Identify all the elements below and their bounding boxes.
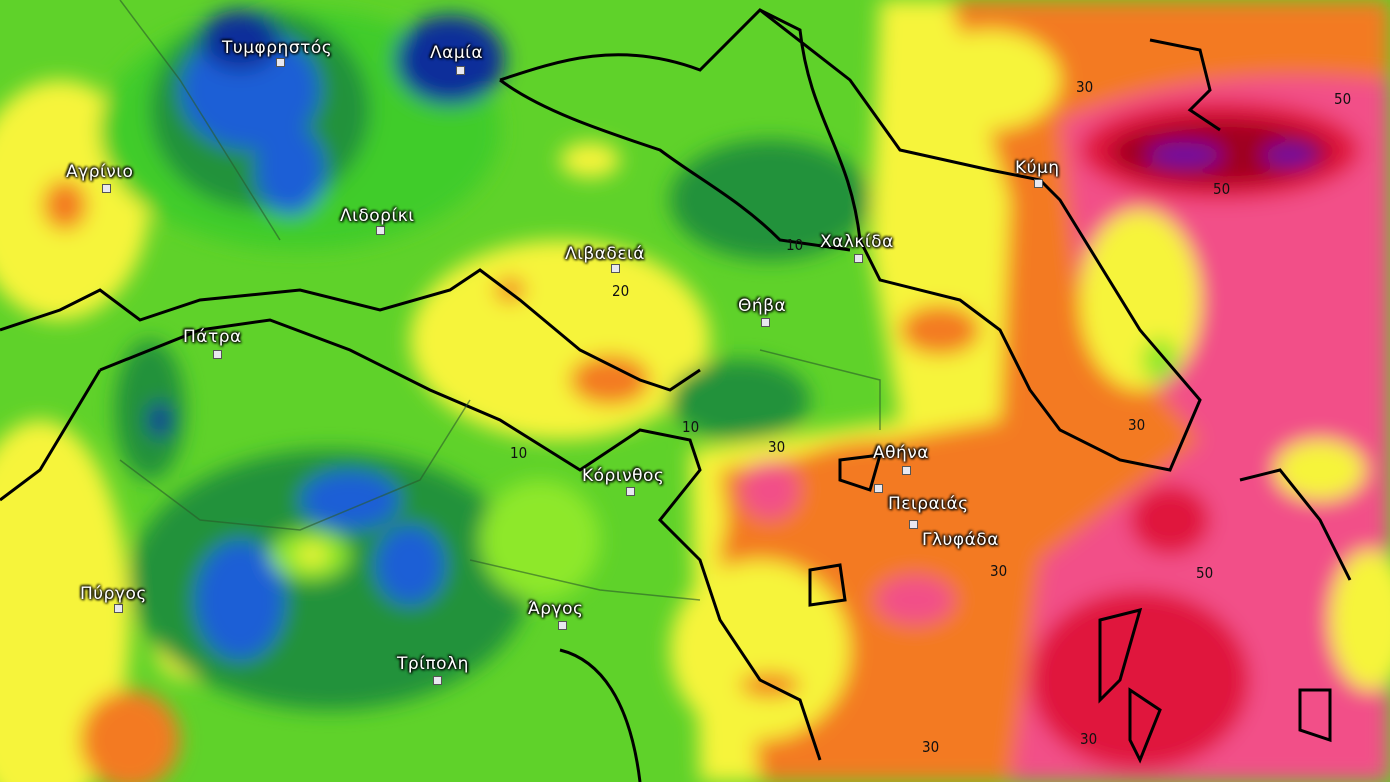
city-marker xyxy=(909,520,918,529)
city-marker xyxy=(626,487,635,496)
city-label: Λιβαδειά xyxy=(565,244,645,264)
contour-label: 30 xyxy=(922,738,940,756)
city-label: Κόρινθος xyxy=(582,466,665,486)
contour-label: 50 xyxy=(1213,180,1231,198)
city-marker xyxy=(456,66,465,75)
city-label: Πύργος xyxy=(80,584,147,604)
city-marker xyxy=(276,58,285,67)
city-marker xyxy=(854,254,863,263)
contour-label: 20 xyxy=(612,282,630,300)
city-label: Πάτρα xyxy=(183,327,242,347)
city-label: Κύμη xyxy=(1015,158,1060,178)
city-label: Λαμία xyxy=(430,43,484,63)
city-label: Τυμφρηστός xyxy=(222,38,333,58)
contour-label: 10 xyxy=(510,444,528,462)
city-label: Λιδορίκι xyxy=(340,206,415,226)
contour-label: 30 xyxy=(768,438,786,456)
city-label: Πειραιάς xyxy=(888,494,969,514)
contour-label: 10 xyxy=(682,418,700,436)
city-label: Άργος xyxy=(528,599,584,619)
city-marker xyxy=(1034,179,1043,188)
city-label: Θήβα xyxy=(738,296,787,316)
contour-label: 30 xyxy=(1128,416,1146,434)
borders xyxy=(119,0,881,601)
city-marker xyxy=(213,350,222,359)
city-label: Αγρίνιο xyxy=(66,162,134,182)
contour-label: 30 xyxy=(1080,730,1098,748)
city-label: Γλυφάδα xyxy=(922,530,999,550)
contour-label: 30 xyxy=(1076,78,1094,96)
contour-label: 10 xyxy=(786,236,804,254)
city-marker xyxy=(558,621,567,630)
contour-label: 50 xyxy=(1334,90,1352,108)
city-marker xyxy=(433,676,442,685)
city-label: Αθήνα xyxy=(873,443,930,463)
city-marker xyxy=(902,466,911,475)
coastlines xyxy=(0,8,1352,782)
city-label: Χαλκίδα xyxy=(820,232,894,252)
city-marker xyxy=(874,484,883,493)
city-label: Τρίπολη xyxy=(397,654,469,674)
city-marker xyxy=(761,318,770,327)
city-marker xyxy=(611,264,620,273)
city-marker xyxy=(376,226,385,235)
city-marker xyxy=(114,604,123,613)
contour-label: 30 xyxy=(990,562,1008,580)
contour-label: 50 xyxy=(1196,564,1214,582)
city-marker xyxy=(102,184,111,193)
